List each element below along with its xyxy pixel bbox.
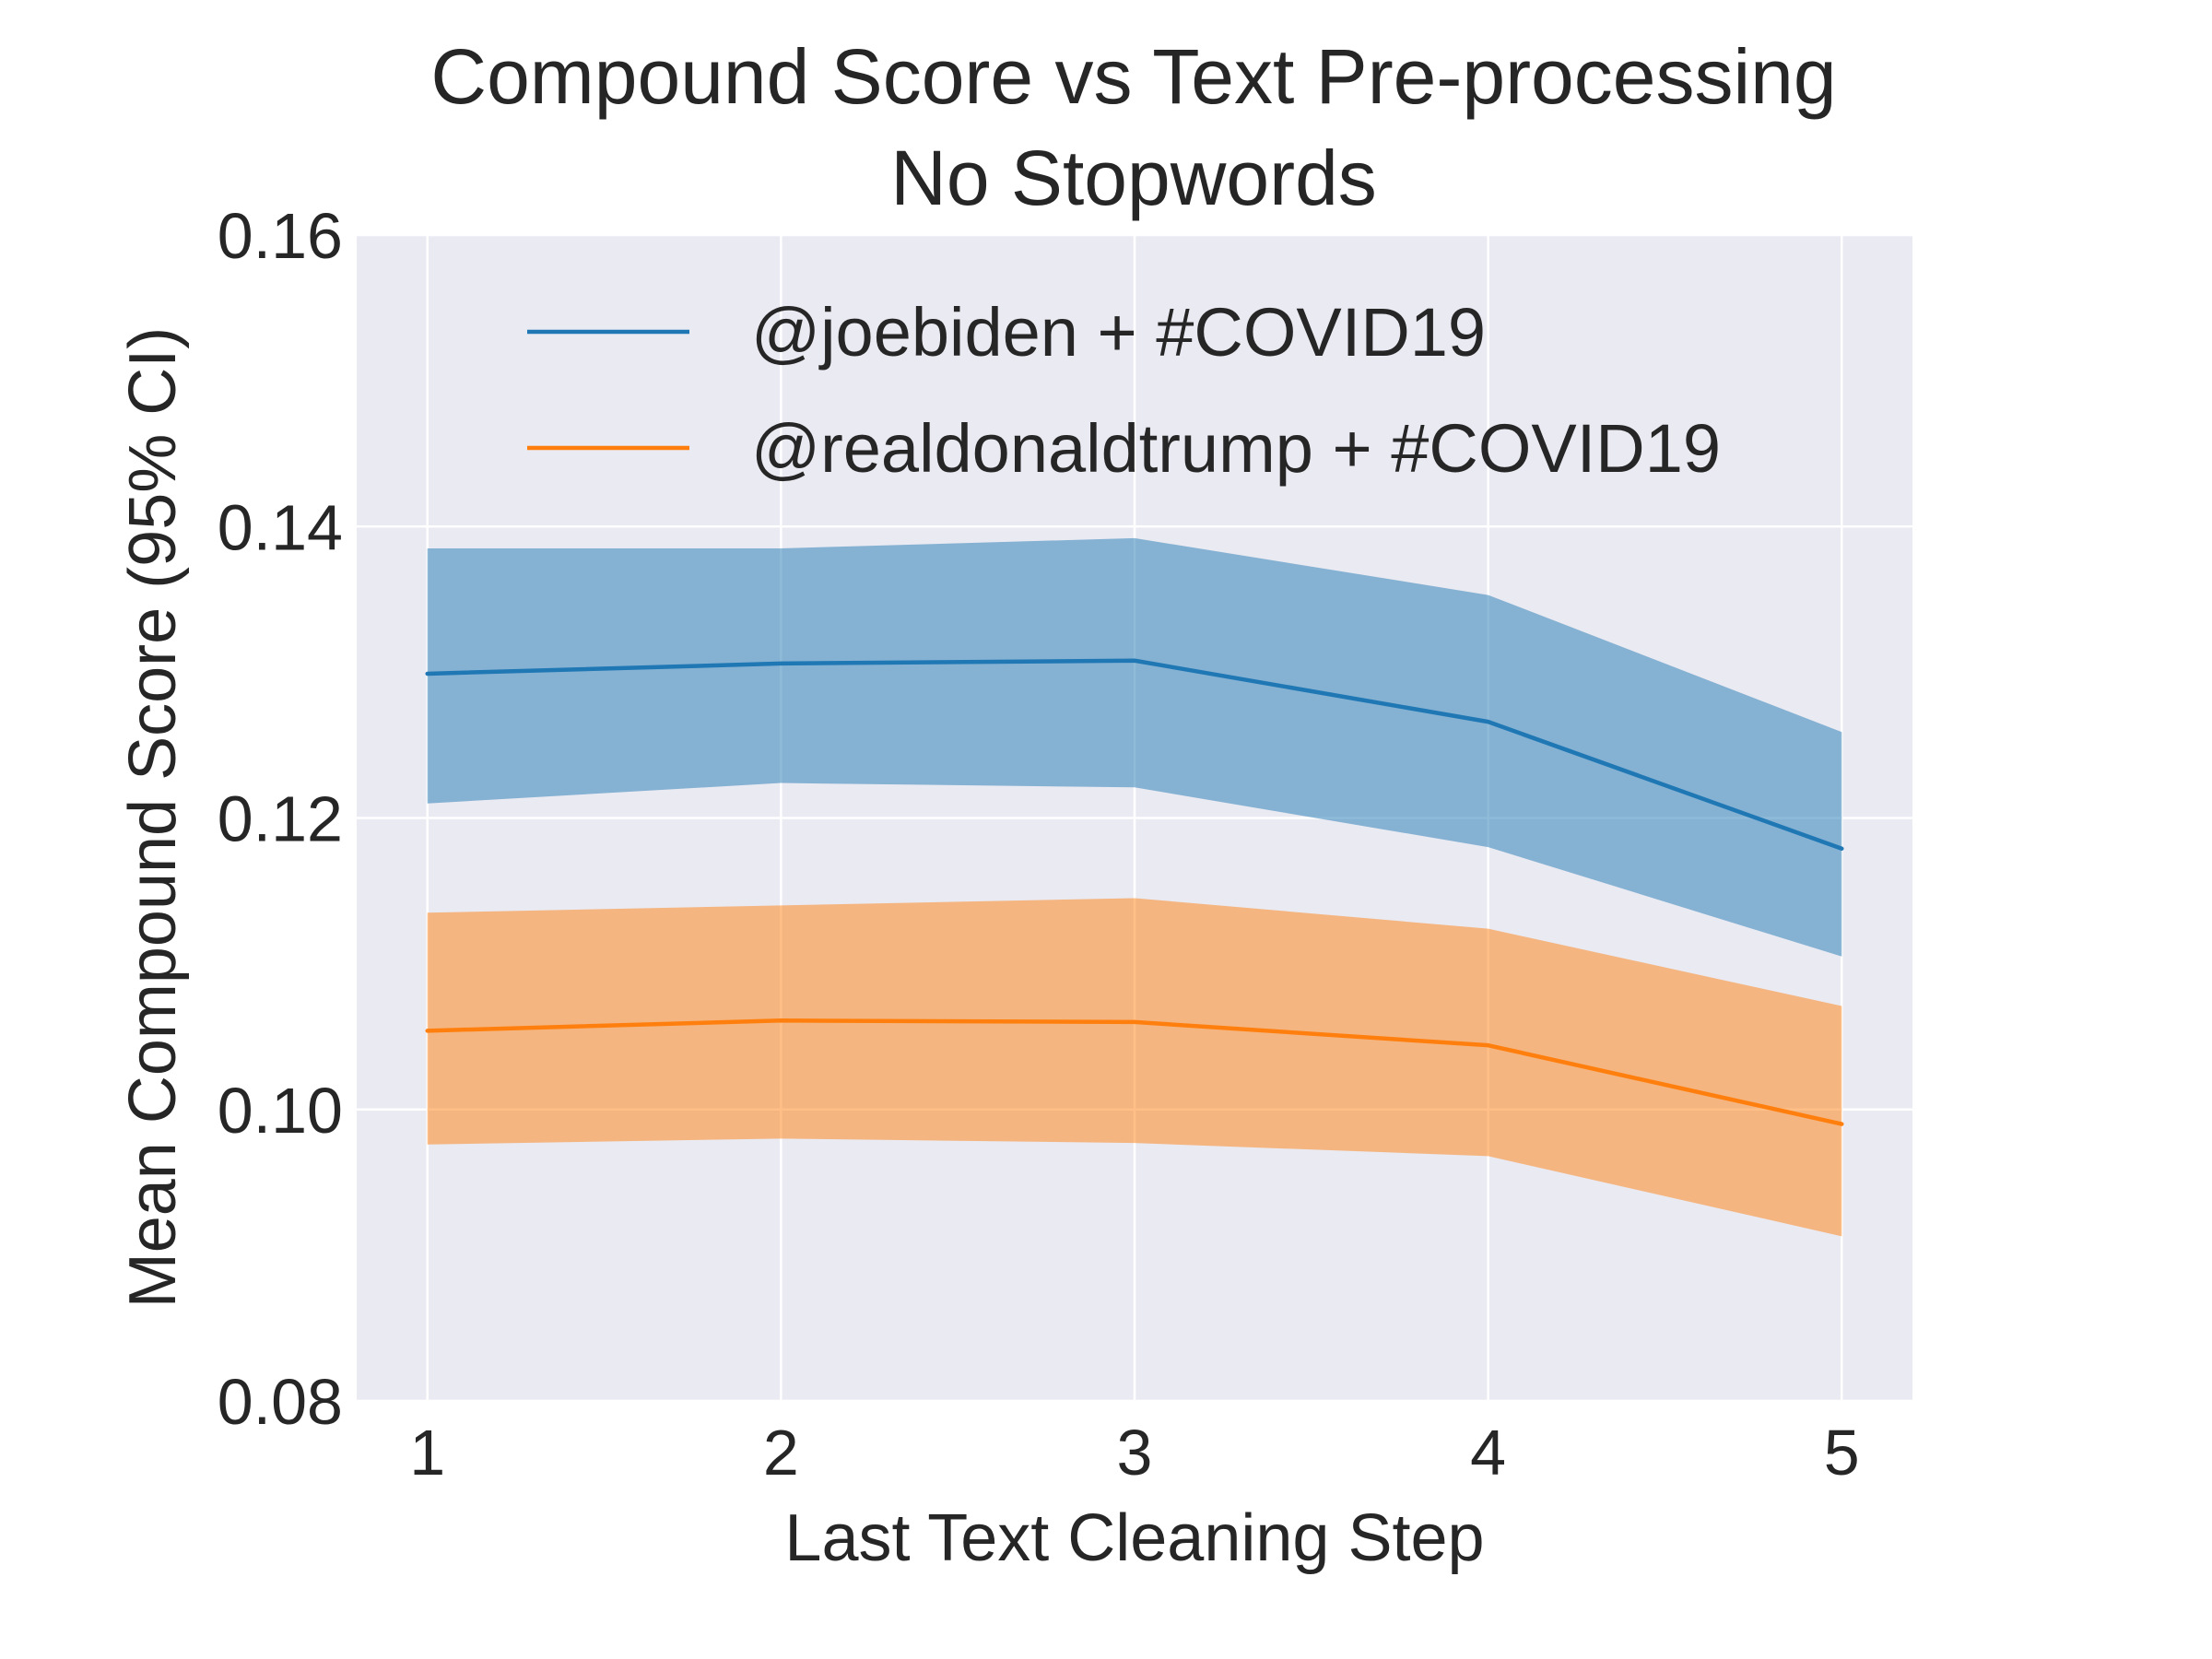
chart-title: Compound Score vs Text Pre-processing: [430, 33, 1836, 120]
y-tick-labels: 0.08 0.10 0.12 0.14 0.16: [218, 200, 343, 1438]
y-tick-label: 0.16: [218, 200, 343, 272]
legend-label-1: @joebiden + #COVID19: [751, 294, 1486, 371]
y-tick-label: 0.14: [218, 491, 343, 563]
series-lines: [425, 658, 1844, 1126]
x-tick-label: 4: [1470, 1417, 1506, 1488]
y-tick-label: 0.10: [218, 1075, 343, 1147]
confidence-bands: [427, 537, 1842, 1237]
ci-band-series-1: [427, 537, 1842, 957]
legend-label-2: @realdonaldtrump + #COVID19: [751, 410, 1721, 487]
legend: @joebiden + #COVID19 @realdonaldtrump + #…: [527, 294, 1721, 487]
x-tick-label: 2: [763, 1417, 799, 1488]
y-tick-label: 0.12: [218, 783, 343, 855]
x-tick-label: 5: [1824, 1417, 1860, 1488]
ci-band-series-2: [427, 898, 1842, 1237]
x-tick-label: 3: [1117, 1417, 1153, 1488]
chart-subtitle: No Stopwords: [890, 135, 1377, 221]
x-tick-labels: 1 2 3 4 5: [409, 1417, 1859, 1488]
x-tick-label: 1: [409, 1417, 445, 1488]
x-axis-label: Last Text Cleaning Step: [784, 1501, 1484, 1575]
y-tick-label: 0.08: [218, 1366, 343, 1438]
y-axis-label: Mean Compound Score (95% CI): [116, 327, 190, 1309]
